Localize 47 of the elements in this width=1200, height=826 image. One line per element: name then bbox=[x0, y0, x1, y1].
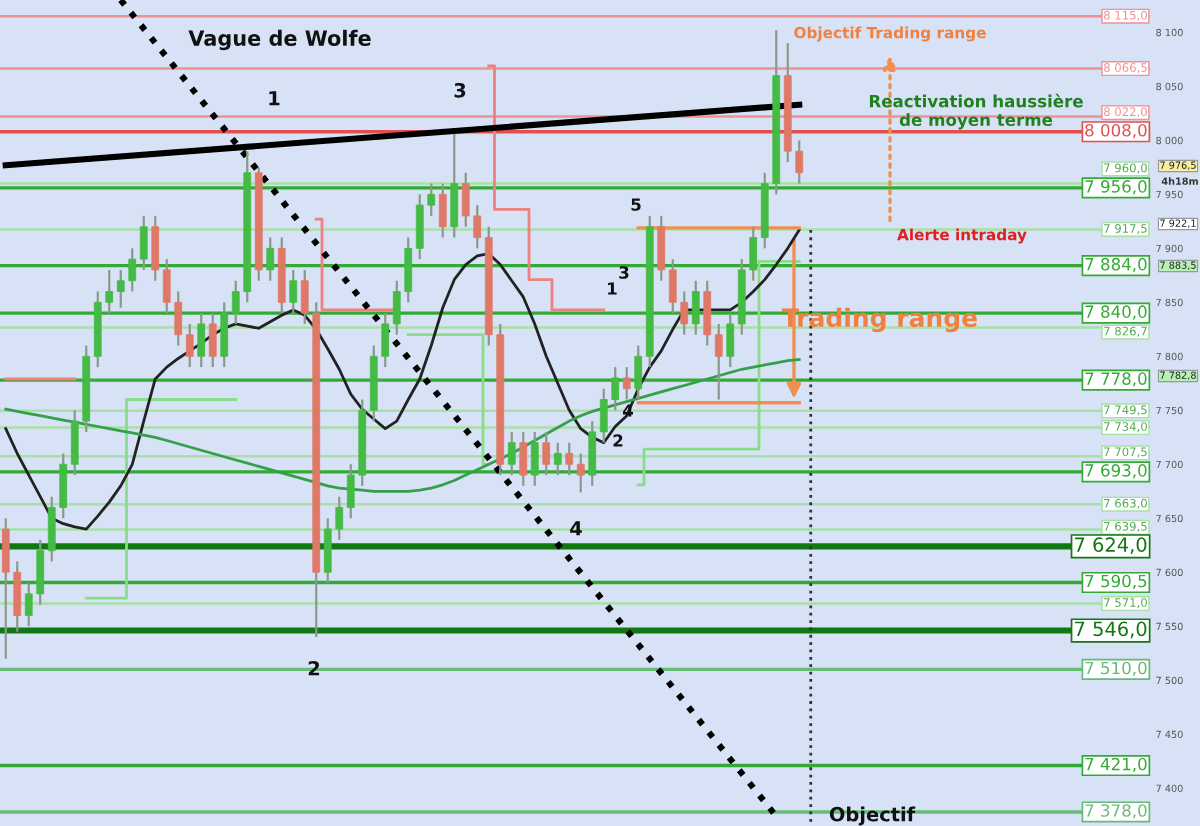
candlestick bbox=[450, 132, 459, 239]
ref-line-label: 7 624,0 bbox=[1075, 537, 1147, 554]
ref-line-label: 7 590,5 bbox=[1085, 574, 1147, 590]
candlestick bbox=[185, 322, 194, 369]
ref-line-label: 7 956,0 bbox=[1085, 180, 1147, 195]
candlestick bbox=[289, 268, 298, 315]
candlestick bbox=[151, 214, 160, 282]
candlestick bbox=[703, 279, 712, 347]
candlestick bbox=[438, 182, 447, 239]
text: Vague de Wolfe bbox=[188, 29, 371, 51]
annotation: 3 bbox=[619, 266, 629, 279]
annotation: 1 bbox=[269, 91, 280, 106]
ref-line-label: 7 421,0 bbox=[1085, 757, 1147, 773]
candlestick bbox=[139, 214, 148, 272]
annotation: 2 bbox=[308, 660, 320, 676]
annotation: 5 bbox=[631, 198, 641, 211]
candlestick bbox=[565, 441, 574, 477]
candlestick bbox=[726, 312, 735, 369]
candlestick bbox=[622, 366, 631, 401]
candlestick bbox=[714, 322, 723, 401]
candlestick bbox=[691, 279, 700, 336]
ref-line-label: 7 510,0 bbox=[1085, 661, 1147, 676]
candlestick bbox=[542, 430, 551, 477]
ref-line-label: 7 884,0 bbox=[1085, 257, 1147, 273]
ref-line-label: 8 008,0 bbox=[1085, 123, 1147, 139]
candlestick bbox=[553, 441, 562, 477]
candlestick bbox=[576, 452, 585, 494]
annotation: 3 bbox=[454, 82, 466, 98]
ref-line-label: 7 693,0 bbox=[1085, 464, 1147, 479]
candlestick bbox=[657, 214, 666, 282]
candlestick bbox=[220, 301, 229, 369]
ref-line-label: 7 378,0 bbox=[1085, 804, 1147, 819]
candlestick bbox=[208, 312, 217, 369]
candlestick bbox=[530, 430, 539, 487]
ref-line-label: 7 546,0 bbox=[1075, 621, 1147, 639]
ref-line-label: 7 840,0 bbox=[1085, 305, 1147, 320]
annotation: 4 bbox=[570, 521, 582, 536]
annotation: 1 bbox=[608, 282, 617, 295]
annotation: 2 bbox=[613, 434, 623, 447]
candlestick bbox=[266, 236, 275, 282]
candlestick bbox=[197, 312, 206, 369]
text: Reactivation haussière de moyen terme bbox=[869, 93, 1083, 130]
candlestick bbox=[507, 430, 516, 477]
candlestick bbox=[634, 344, 643, 401]
candlestick bbox=[588, 419, 597, 487]
ref-line-label: 7 778,0 bbox=[1085, 372, 1147, 387]
candlestick bbox=[519, 430, 528, 487]
